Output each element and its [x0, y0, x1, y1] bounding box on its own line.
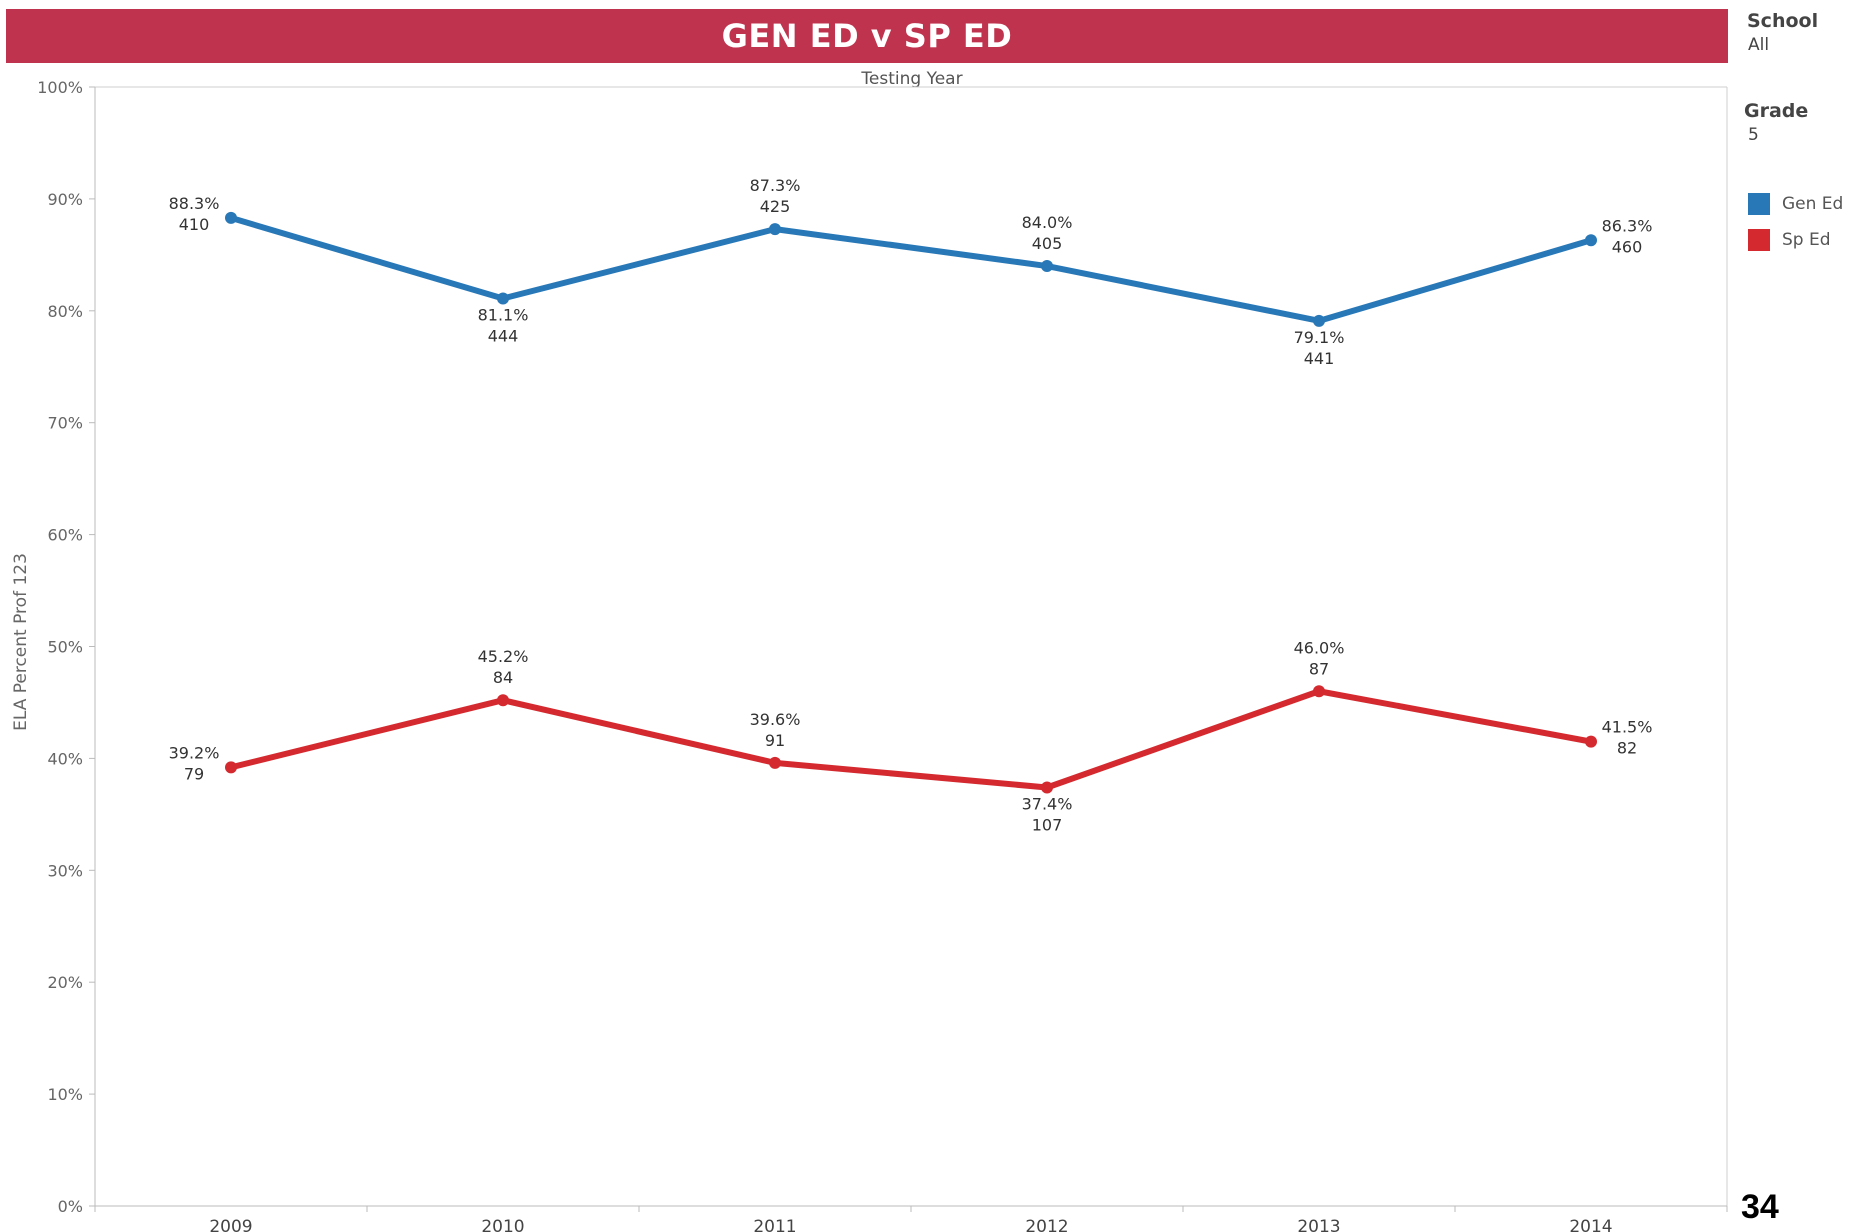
series-gen-ed: 88.3% 410 81.1% 444 87.3% 425 84.0% 405 79.1% 441…	[169, 176, 1653, 368]
plot-frame	[94, 86, 1728, 1207]
data-point	[769, 756, 781, 769]
y-tick-label: 80%	[47, 302, 83, 321]
y-axis: 0% 10% 20% 30% 40% 50% 60% 70% 80% 90% 100%	[37, 78, 95, 1216]
y-tick-label: 20%	[47, 973, 83, 992]
data-label-count: 425	[760, 197, 791, 216]
legend-label-gen-ed: Gen Ed	[1782, 194, 1844, 214]
data-point	[1041, 781, 1053, 794]
data-label-percent: 81.1%	[478, 305, 529, 324]
data-label-count: 84	[493, 668, 513, 687]
page-number: 34	[1741, 1188, 1779, 1226]
data-point	[1313, 685, 1325, 698]
data-label-count: 410	[179, 215, 210, 234]
filter-school-title: School	[1747, 10, 1819, 32]
data-point	[1585, 735, 1597, 748]
chart-title-bar: GEN ED v SP ED	[6, 9, 1728, 63]
data-label-percent: 79.1%	[1294, 328, 1345, 347]
y-tick-label: 30%	[47, 861, 83, 880]
data-point	[225, 761, 237, 774]
x-tick-label: 2014	[1569, 1217, 1612, 1232]
y-axis-title: ELA Percent Prof 123	[11, 553, 31, 731]
filter-grade-title: Grade	[1744, 100, 1809, 122]
y-tick-label: 0%	[58, 1197, 83, 1216]
x-tick-label: 2009	[209, 1217, 252, 1232]
series-layer: 88.3% 410 81.1% 444 87.3% 425 84.0% 405 79.1% 441…	[169, 176, 1653, 834]
data-label-percent: 46.0%	[1294, 638, 1345, 657]
data-label-count: 87	[1309, 659, 1329, 678]
legend-swatch-gen-ed	[1748, 193, 1770, 215]
x-tick-label: 2011	[753, 1217, 796, 1232]
series-line	[228, 688, 1594, 791]
series-sp-ed: 39.2% 79 45.2% 84 39.6% 91 37.4% 107 46.0% 87 41.5…	[169, 638, 1653, 834]
legend-swatch-sp-ed	[1748, 229, 1770, 251]
chart-title: GEN ED v SP ED	[721, 17, 1013, 55]
data-label-percent: 87.3%	[750, 176, 801, 195]
legend-item-sp-ed[interactable]: Sp Ed	[1748, 229, 1831, 251]
data-label-count: 82	[1617, 739, 1637, 758]
y-tick-label: 70%	[47, 414, 83, 433]
x-tick-label: 2012	[1025, 1217, 1068, 1232]
data-label-percent: 84.0%	[1022, 213, 1073, 232]
series-line	[228, 214, 1594, 324]
data-point	[497, 694, 509, 707]
data-label-count: 441	[1304, 349, 1335, 368]
y-tick-label: 40%	[47, 749, 83, 768]
data-point	[1313, 314, 1325, 327]
x-tick-label: 2010	[481, 1217, 524, 1232]
y-tick-label: 100%	[37, 78, 83, 97]
x-tick-label: 2013	[1297, 1217, 1340, 1232]
legend-label-sp-ed: Sp Ed	[1782, 230, 1831, 250]
data-label-count: 79	[184, 764, 204, 783]
y-tick-label: 60%	[47, 526, 83, 545]
data-point	[769, 223, 781, 236]
data-label-count: 405	[1032, 234, 1063, 253]
data-point	[1585, 234, 1597, 247]
filter-grade-value: 5	[1748, 125, 1759, 145]
data-label-percent: 39.2%	[169, 743, 220, 762]
data-label-percent: 86.3%	[1602, 216, 1653, 235]
data-label-count: 444	[488, 326, 519, 345]
data-label-percent: 39.6%	[750, 710, 801, 729]
data-label-percent: 88.3%	[169, 194, 220, 213]
y-tick-label: 50%	[47, 638, 83, 657]
data-point	[225, 211, 237, 224]
data-label-count: 107	[1032, 815, 1063, 834]
filter-school-value: All	[1748, 35, 1770, 55]
y-tick-label: 10%	[47, 1085, 83, 1104]
data-label-percent: 37.4%	[1022, 794, 1073, 813]
data-label-percent: 45.2%	[478, 647, 529, 666]
y-tick-label: 90%	[47, 190, 83, 209]
legend-item-gen-ed[interactable]: Gen Ed	[1748, 193, 1843, 215]
data-label-count: 460	[1612, 237, 1643, 256]
data-label-percent: 41.5%	[1602, 718, 1653, 737]
data-point	[1041, 260, 1053, 273]
data-point	[497, 292, 509, 305]
x-axis: 2009 2010 2011 2012 2013 2014	[94, 1206, 1728, 1232]
x-axis-title: Testing Year	[860, 69, 962, 89]
data-label-count: 91	[765, 731, 785, 750]
